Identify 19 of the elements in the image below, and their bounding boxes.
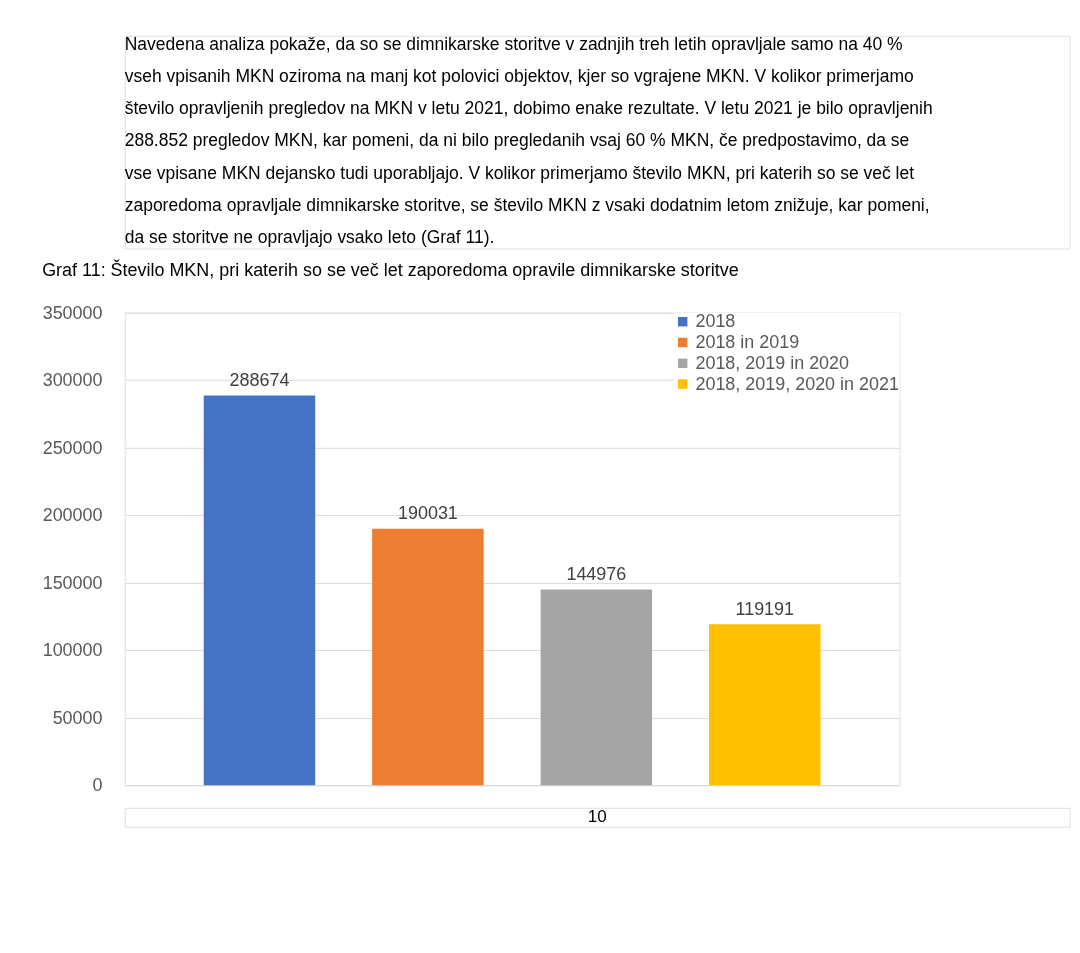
legend-label: 2018, 2019 in 2020 [695,352,850,373]
legend-label: 2018 [695,311,736,332]
data-label: 190031 [397,503,458,524]
text: Navedena analiza pokaže, da so se dimnikarske storitve v zadnjih treh letih opravljale samo na 40 % vseh vpisanih MKN oziroma na manj kot polovici objektov, kjer so vgrajene MKN. V kolikor primerjamo število opravljenih pregledov na MKN v letu 2021, dobimo enake rezultate. V letu 2021 je bilo opravljenih 288.852 pregledov MKN, kar pomeni, da ni bilo pregledanih vsaj 60 % MKN, če predpostavimo, da se vse vpisane MKN dejansko tudi uporabljajo. V kolikor primerjamo število MKN, pri katerih so se več let zaporedoma opravljale dimnikarske storitve, se število MKN z vsaki dodatnim letom znižuje, kar pomeni, da se storitve ne opravljajo vsako leto (Graf 11). [124,34,933,247]
legend-label: 2018, 2019, 2020 in 2021 [695,373,899,394]
y-tick-label: 200000 [42,505,103,526]
y-tick-label: 350000 [42,302,103,323]
data-label: 144976 [566,564,627,585]
y-tick-label: 250000 [42,437,103,458]
data-label: 119191 [735,598,795,619]
data-label: 288674 [229,370,290,391]
y-tick-label: 0 [92,775,103,796]
y-tick-label: 150000 [42,572,103,593]
y-tick-label: 50000 [52,707,103,728]
text: 10 [587,807,607,827]
legend-label: 2018 in 2019 [695,332,800,353]
y-tick-label: 300000 [42,370,103,391]
y-tick-label: 100000 [42,640,103,661]
chart-title: Graf 11: Število MKN, pri katerih so se več let zaporedoma opravile dimnikarske storitve [42,258,739,280]
